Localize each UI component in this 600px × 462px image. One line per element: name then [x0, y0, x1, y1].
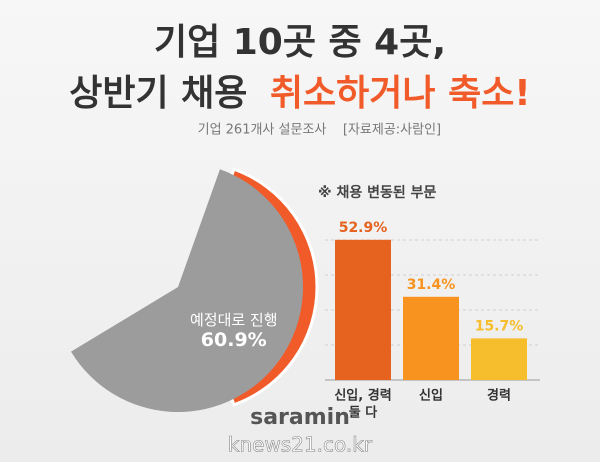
x-tick-label: 경력	[487, 388, 511, 404]
bar-value-label: 31.4%	[407, 277, 456, 293]
source: [자료제공:사람인]	[343, 123, 441, 138]
title-part: 상반기 채용	[69, 73, 247, 114]
bar	[403, 296, 459, 380]
bar	[471, 338, 527, 380]
bar-title: ※ 채용 변동된 부문	[318, 184, 437, 201]
bar-value-label: 52.9%	[339, 220, 388, 236]
title-line-2: 상반기 채용 취소하거나 축소!	[69, 73, 530, 114]
x-tick-label: 신입, 경력	[334, 388, 391, 404]
x-tick-label: 둘 다	[349, 405, 377, 421]
pie-slice	[71, 169, 303, 412]
title-highlight: 취소하거나 축소!	[270, 73, 531, 114]
title-line-1: 기업 10곳 중 4곳,	[154, 22, 446, 63]
x-tick-label: 신입	[419, 389, 443, 404]
subtitle: 기업 261개사 설문조사	[198, 123, 327, 138]
slice-label: 예정대로 진행	[190, 311, 278, 329]
bar-value-label: 15.7%	[475, 318, 524, 334]
logo: saramin	[250, 405, 350, 430]
slice-value: 60.9%	[201, 329, 267, 351]
bar	[335, 239, 391, 380]
watermark: knews21.co.kr	[228, 433, 373, 457]
